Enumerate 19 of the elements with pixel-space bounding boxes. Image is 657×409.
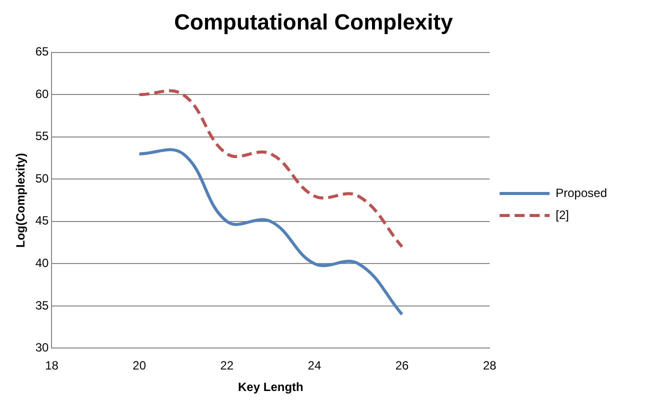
chart-title: Computational Complexity [174, 9, 454, 34]
y-axis-title: Log(Complexity) [14, 152, 28, 248]
y-tick-label: 45 [35, 214, 50, 228]
x-tick-label: 26 [395, 358, 410, 373]
legend-label: Proposed [556, 186, 608, 200]
x-tick-label: 28 [482, 358, 497, 373]
y-tick-label: 50 [35, 171, 50, 186]
x-tick-label: 20 [132, 358, 146, 373]
y-tick-label: 35 [35, 298, 50, 312]
legend-label: [2] [556, 208, 569, 222]
y-tick-label: 65 [35, 44, 50, 59]
x-tick-label: 22 [220, 358, 234, 373]
y-tick-label: 40 [35, 256, 50, 270]
x-tick-label: 24 [308, 358, 322, 373]
y-tick-label: 55 [35, 129, 50, 144]
x-tick-label: 18 [45, 358, 59, 373]
y-tick-label: 30 [35, 340, 50, 355]
y-tick-label: 60 [35, 86, 50, 101]
x-axis-title: Key Length [238, 380, 304, 394]
